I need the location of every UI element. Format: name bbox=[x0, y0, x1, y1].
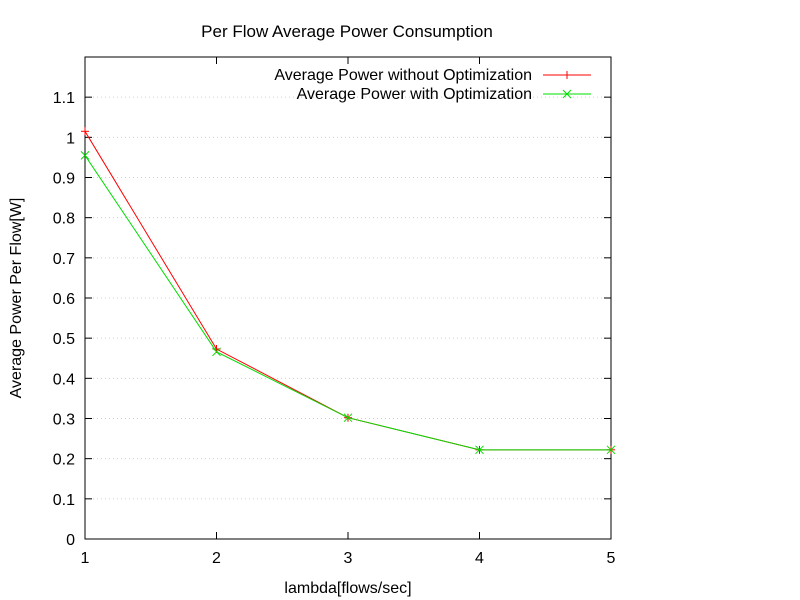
y-tick-label: 0.6 bbox=[53, 291, 75, 308]
y-tick-label: 0.4 bbox=[53, 371, 75, 388]
y-tick-label: 0.8 bbox=[53, 211, 75, 228]
data-point bbox=[343, 413, 353, 423]
series-line-1 bbox=[84, 131, 611, 451]
chart-title: Per Flow Average Power Consumption bbox=[201, 22, 493, 41]
data-point bbox=[212, 347, 221, 357]
x-tick-label: 4 bbox=[475, 550, 484, 567]
y-tick-label: 0.5 bbox=[53, 331, 75, 348]
marker-stroke bbox=[343, 413, 353, 423]
data-point bbox=[81, 127, 89, 136]
series-line-2 bbox=[84, 155, 611, 451]
y-tick-label: 0.1 bbox=[53, 492, 75, 509]
y-tick-label: 0.2 bbox=[53, 452, 75, 469]
marker-stroke bbox=[212, 347, 221, 357]
data-point bbox=[606, 445, 616, 455]
series-layer bbox=[80, 127, 616, 455]
legend-label-2: Average Power with Optimization bbox=[297, 86, 532, 103]
axis-ticks: 0 0.1 0.2 0.3 0.4 0.5 0.6 0.7 0.8 0.9 1 1.1 1 2 3 4 5 bbox=[53, 57, 616, 567]
y-tick-label: 0.9 bbox=[53, 171, 75, 188]
x-tick-label: 3 bbox=[344, 550, 353, 567]
x-tick-label: 2 bbox=[212, 550, 221, 567]
y-axis-label: Average Power Per Flow[W] bbox=[8, 198, 25, 399]
y-tick-label: 1 bbox=[66, 130, 75, 147]
marker-stroke bbox=[475, 445, 484, 455]
y-tick-label: 0.3 bbox=[53, 412, 75, 429]
data-point bbox=[475, 445, 484, 455]
plot-area-frame bbox=[84, 56, 612, 540]
legend-label-1: Average Power without Optimization bbox=[274, 67, 532, 84]
y-tick-label: 1.1 bbox=[53, 90, 75, 107]
x-tick-label: 1 bbox=[81, 550, 90, 567]
y-tick-label: 0.7 bbox=[53, 251, 75, 268]
data-point bbox=[80, 151, 90, 160]
legend: Average Power without Optimization Averag… bbox=[274, 67, 591, 103]
marker-stroke bbox=[562, 89, 572, 99]
grid-lines bbox=[85, 96, 611, 500]
x-tick-label: 5 bbox=[607, 550, 616, 567]
x-axis-label: lambda[flows/sec] bbox=[284, 580, 411, 597]
marker-stroke bbox=[80, 151, 90, 160]
marker-stroke bbox=[606, 445, 616, 455]
legend-marker-1 bbox=[563, 71, 571, 79]
legend-marker-2 bbox=[562, 89, 572, 99]
y-tick-label: 0 bbox=[66, 532, 75, 549]
